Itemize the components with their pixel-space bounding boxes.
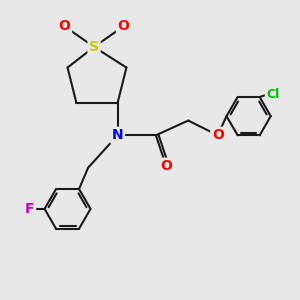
Text: O: O — [118, 19, 129, 33]
Text: O: O — [160, 159, 172, 173]
Text: O: O — [212, 128, 224, 142]
Text: Cl: Cl — [266, 88, 280, 100]
Text: N: N — [112, 128, 123, 142]
Text: F: F — [25, 202, 34, 216]
Text: S: S — [89, 40, 99, 54]
Text: O: O — [59, 19, 70, 33]
